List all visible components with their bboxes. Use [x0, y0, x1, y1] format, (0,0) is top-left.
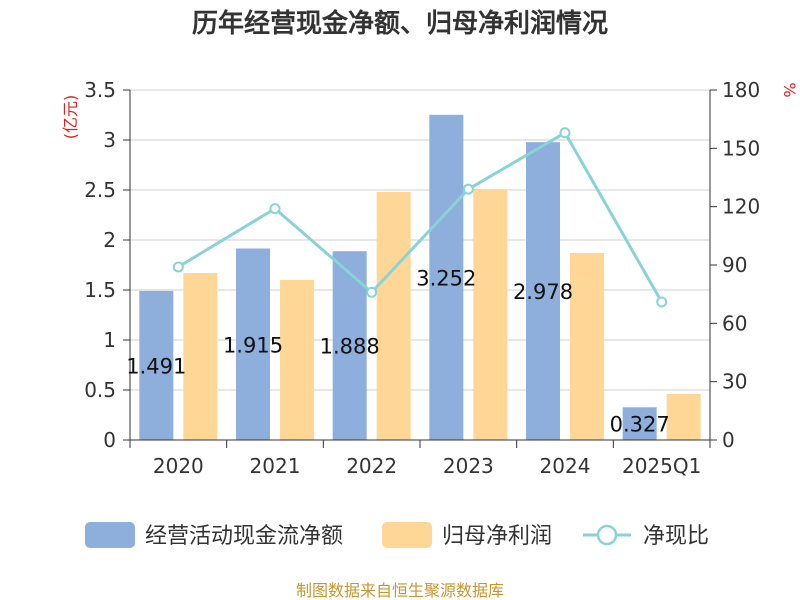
right-tick-label: 90 [722, 253, 747, 277]
right-axis-unit: % [780, 82, 799, 97]
legend-label: 经营活动现金流净额 [145, 524, 343, 549]
x-tick-label: 2021 [250, 454, 301, 478]
left-tick-label: 3 [103, 128, 116, 152]
profit-bar [473, 189, 508, 440]
ratio-line-path [177, 131, 663, 303]
x-tick-label: 2024 [540, 454, 591, 478]
bars [139, 114, 701, 441]
legend-label: 净现比 [643, 524, 709, 549]
cashflow-bar [429, 114, 464, 441]
legend-swatch [85, 522, 135, 548]
cashflow-bar [526, 142, 560, 440]
x-tick-label: 2022 [346, 454, 397, 478]
ratio-point [656, 296, 668, 308]
profit-bar [183, 273, 218, 440]
legend-swatch [382, 522, 432, 548]
ratio-point [366, 286, 378, 298]
ratio-point [559, 127, 571, 139]
profit-bar [376, 192, 411, 440]
profit-bar [280, 280, 314, 440]
x-tick-label: 2025Q1 [622, 454, 701, 478]
cashflow-bar [622, 407, 657, 440]
left-tick-label: 1.5 [84, 278, 116, 302]
legend: 经营活动现金流净额 归母净利润 净现比 [85, 522, 709, 549]
chart-title: 历年经营现金净额、归母净利润情况 [192, 8, 608, 39]
right-tick-label: 30 [722, 370, 747, 394]
legend-label: 归母净利润 [442, 524, 552, 549]
ratio-point [172, 261, 184, 273]
profit-bar [570, 253, 604, 440]
cashflow-bar [236, 248, 270, 440]
left-tick-label: 3.5 [84, 78, 116, 102]
x-tick-label: 2023 [443, 454, 494, 478]
right-tick-label: 0 [722, 428, 735, 452]
right-tick-label: 60 [722, 311, 747, 335]
x-tick-label: 2020 [153, 454, 204, 478]
bar-value-label: 3.252 [416, 266, 476, 290]
source-note: 制图数据来自恒生聚源数据库 [296, 581, 504, 600]
profit-bar [666, 394, 701, 440]
cashflow-bar [139, 290, 174, 440]
ratio-point [269, 203, 281, 215]
left-tick-label: 0 [103, 428, 116, 452]
left-tick-label: 2.5 [84, 178, 116, 202]
bar-value-label: 1.888 [320, 335, 380, 359]
left-tick-label: 1 [103, 328, 116, 352]
bar-value-label: 1.915 [223, 333, 283, 357]
bar-value-label: 2.978 [513, 280, 573, 304]
bar-value-label: 0.327 [610, 413, 670, 437]
ratio-point [462, 183, 474, 195]
axes: 0 0.5 1 1.5 2 2.5 3 3.5 0 30 60 90 120 150 180 2020 2021… [61, 78, 799, 478]
left-tick-label: 0.5 [84, 378, 116, 402]
bar-value-label: 1.491 [126, 354, 186, 378]
data-labels: 1.491 1.915 1.888 3.252 2.978 0.327 [126, 266, 669, 436]
right-tick-label: 180 [722, 78, 760, 102]
legend-marker [596, 524, 618, 546]
right-tick-label: 120 [722, 195, 760, 219]
left-tick-label: 2 [103, 228, 116, 252]
ratio-line [172, 127, 668, 308]
left-axis-unit: (亿元) [61, 95, 80, 140]
right-tick-label: 150 [722, 136, 760, 160]
